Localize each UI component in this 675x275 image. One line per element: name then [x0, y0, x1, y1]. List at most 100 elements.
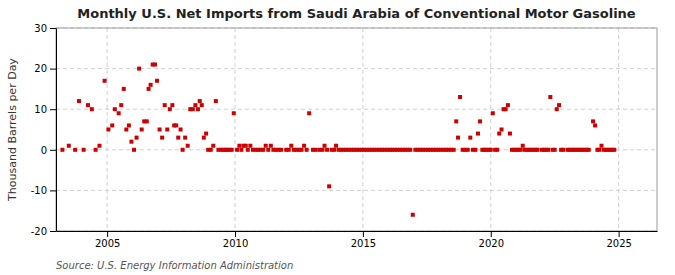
point: [174, 123, 178, 127]
point: [307, 111, 311, 115]
plot-frame: [56, 28, 657, 231]
x-tick-mark: [619, 231, 620, 237]
point: [587, 148, 591, 152]
point: [468, 136, 472, 140]
point: [495, 148, 499, 152]
point: [77, 99, 81, 103]
x-tick-mark: [363, 231, 364, 237]
point: [591, 119, 595, 123]
point: [519, 148, 523, 152]
x-tick-label: 2010: [223, 238, 248, 249]
x-tick: 2005: [95, 231, 120, 249]
x-tick-mark: [235, 231, 236, 237]
point: [536, 148, 540, 152]
point: [103, 79, 107, 83]
y-tick-mark: [50, 28, 56, 29]
point: [597, 148, 601, 152]
point: [491, 111, 495, 115]
x-tick-mark: [107, 231, 108, 237]
point: [466, 148, 470, 152]
point: [153, 63, 157, 67]
y-axis: -20-100102030: [31, 23, 57, 237]
point: [230, 148, 234, 152]
point: [261, 148, 265, 152]
y-tick: 30: [34, 23, 56, 34]
point: [204, 132, 208, 136]
plot-area: 20052010201520202025-20-100102030: [31, 23, 658, 249]
grid-line-x: [362, 28, 363, 231]
point: [456, 136, 460, 140]
point: [325, 148, 329, 152]
point: [179, 128, 183, 132]
y-axis-title: Thousand Barrels per Day: [6, 58, 19, 202]
point: [500, 128, 504, 132]
point: [106, 128, 110, 132]
point: [149, 83, 153, 87]
point: [408, 148, 412, 152]
point: [248, 144, 252, 148]
point: [119, 103, 123, 107]
point: [196, 107, 200, 111]
grid-line-y: [56, 109, 657, 110]
point: [473, 148, 477, 152]
point: [289, 144, 293, 148]
y-tick-label: 10: [34, 104, 47, 115]
x-tick-label: 2015: [351, 238, 376, 249]
point: [170, 103, 174, 107]
point: [155, 79, 159, 83]
point: [110, 123, 114, 127]
grid-line-x: [490, 28, 491, 231]
point: [186, 144, 190, 148]
y-tick: -20: [31, 226, 56, 237]
point: [160, 136, 164, 140]
x-tick: 2010: [223, 231, 248, 249]
x-axis: 20052010201520202025: [57, 231, 658, 249]
grid-line-y: [56, 190, 657, 191]
point: [561, 148, 565, 152]
point: [67, 144, 71, 148]
point: [113, 107, 117, 111]
point: [145, 119, 149, 123]
point: [264, 144, 268, 148]
point: [86, 103, 90, 107]
point: [60, 148, 64, 152]
point: [302, 144, 306, 148]
point: [287, 148, 291, 152]
x-axis-line: [57, 231, 658, 232]
y-tick-mark: [50, 69, 56, 70]
point: [211, 144, 215, 148]
point: [327, 184, 331, 188]
point: [90, 107, 94, 111]
x-tick: 2020: [479, 231, 504, 249]
point: [97, 144, 101, 148]
point: [454, 119, 458, 123]
point: [266, 148, 270, 152]
point: [548, 95, 552, 99]
point: [553, 148, 557, 152]
point: [244, 144, 248, 148]
point: [411, 213, 415, 217]
point: [546, 148, 550, 152]
point: [489, 148, 493, 152]
chart: 20052010201520202025-20-100102030Thousan…: [0, 0, 675, 275]
point: [235, 148, 239, 152]
point: [124, 128, 128, 132]
point: [117, 111, 121, 115]
point: [305, 148, 309, 152]
point: [132, 148, 136, 152]
x-tick-label: 2005: [95, 238, 120, 249]
y-tick: 10: [34, 104, 56, 115]
y-tick-mark: [50, 150, 56, 151]
grid-line-y: [56, 68, 657, 69]
point: [269, 144, 273, 148]
grid: [56, 28, 657, 231]
y-tick-label: 30: [34, 23, 47, 34]
point: [147, 87, 151, 91]
y-tick: -10: [31, 185, 56, 196]
point: [137, 67, 141, 71]
point: [129, 140, 133, 144]
point: [458, 95, 462, 99]
point: [521, 144, 525, 148]
point: [73, 148, 77, 152]
point: [127, 123, 131, 127]
